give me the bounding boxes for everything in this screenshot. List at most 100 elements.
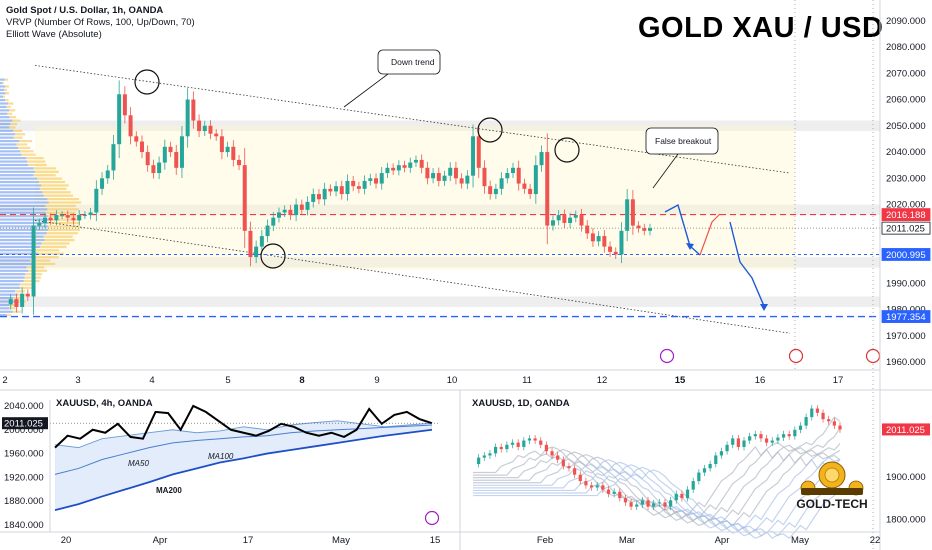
candle-body [66,215,70,218]
vrvp-bar [46,205,76,207]
candle-body-1d [725,445,728,451]
vrvp-bar [0,79,5,81]
vrvp-bar [0,263,33,265]
candle-body-1d [488,453,491,455]
price-label-1d: 2011.025 [886,425,925,436]
candle-body [266,226,270,237]
price-label: 2011.025 [886,224,925,235]
candle-body [340,186,344,194]
candle-body [471,136,475,175]
candle-body-1d [821,413,824,419]
vrvp-bar [42,242,70,244]
candle-body [20,294,24,307]
candle-body [625,199,629,231]
vrvp-bar [0,181,39,183]
candle-body-1d [697,473,700,482]
vrvp-bar [0,270,28,272]
candle-body [522,184,526,189]
candle-body [111,144,115,170]
candle-body-1d [652,503,655,506]
candle-body-1d [838,426,841,430]
candle-body [254,247,258,258]
candle-body [391,168,395,171]
vrvp-bar [0,232,47,234]
vrvp-bar [41,184,68,186]
vrvp-bar [0,287,20,289]
candle-body [602,236,606,247]
vrvp-bar [0,259,30,261]
vrvp-bar [0,147,18,149]
candle-body-1d [601,485,604,489]
candle-body [37,223,41,226]
vrvp-bar [48,229,80,231]
candle-body [186,100,190,137]
vrvp-bar [40,188,67,190]
candle-body [585,226,589,234]
vrvp-bar [5,79,8,81]
candle-body-1d [799,426,802,430]
vrvp-bar [40,246,67,248]
candle-body-1d [816,409,819,413]
vrvp-bar [47,208,79,210]
candle-body-1d [635,505,638,507]
vrvp-bar [4,89,7,91]
vrvp-bar [0,212,45,214]
vrvp-bar [49,201,82,203]
candle-body [169,147,173,152]
x-tick-main: 3 [75,375,80,386]
candle-body [500,178,504,189]
vrvp-bar [0,102,8,104]
candle-body [288,210,292,215]
candle-body [300,205,304,210]
candle-body [385,168,389,173]
vrvp-bar [0,283,20,285]
candle-body [283,210,287,213]
candle-body [637,226,641,229]
candle-body-1d [680,494,683,498]
candle-body-1d [550,451,553,455]
event-icon [790,350,803,363]
candle-body [363,181,367,189]
candle-body [226,147,230,152]
vrvp-bar [8,102,13,104]
candle-body [328,189,332,192]
y-tick-main: 2050.000 [886,121,926,132]
x-tick-1d: Feb [537,535,553,546]
candle-body [32,226,36,297]
ema-ribbon-1d [473,417,840,515]
vrvp-bar [0,195,44,197]
candle-body [203,126,207,131]
candle-body-1d [477,458,480,464]
arrow-head [760,304,768,311]
candle-body [619,231,623,255]
price-label-4h: 2011.025 [4,419,43,430]
candle-body [277,212,281,217]
vrvp-bar [0,126,9,128]
y-tick-main: 2040.000 [886,147,926,158]
vrvp-bar [15,290,25,292]
candle-body [460,178,464,183]
vrvp-bar [15,133,25,135]
price-label: 2016.188 [886,210,926,221]
candle-body [54,215,58,220]
candle-body-1d [714,455,717,464]
vrvp-bar [5,92,9,94]
vrvp-bar [0,157,26,159]
vrvp-bar [0,239,45,241]
vrvp-bar [0,208,47,210]
candle-body [140,142,144,153]
candle-body-1d [494,447,497,453]
candle-body [580,215,584,226]
candle-body [220,136,224,152]
candle-body [294,205,298,216]
vrvp-bar [0,143,16,145]
vrvp-bar [0,277,25,279]
vrvp-bar [10,116,16,118]
vrvp-bar [0,174,33,176]
candle-body [443,176,447,181]
y-tick-4h: 1840.000 [4,520,44,531]
vrvp-bar [0,191,42,193]
candle-body-1d [517,443,520,447]
callout-false-breakout: False breakout [655,136,712,146]
